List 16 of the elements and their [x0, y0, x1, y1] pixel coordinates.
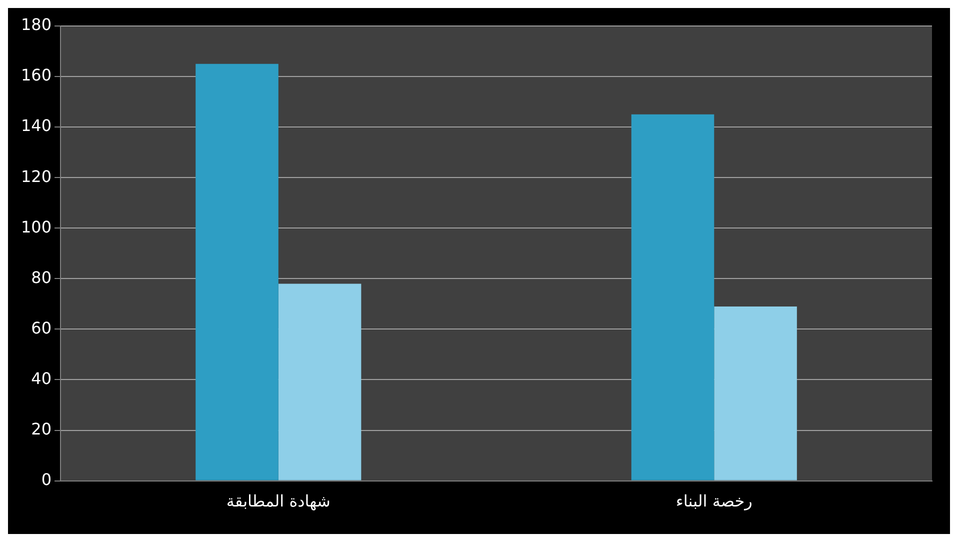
bar — [631, 114, 714, 480]
y-tick-label: 80 — [31, 268, 52, 287]
y-tick-label: 140 — [20, 116, 52, 136]
x-tick-label: شهادة المطابقة — [226, 492, 330, 511]
y-tick-label: 0 — [41, 470, 52, 489]
x-tick-label: رخصة البناء — [676, 492, 752, 511]
bar — [196, 64, 278, 480]
y-tick-label: 120 — [20, 166, 52, 186]
bar — [714, 306, 797, 480]
y-tick-label: 180 — [20, 15, 52, 34]
y-tick-label: 20 — [31, 419, 52, 438]
bar — [278, 284, 362, 480]
y-tick-label: 160 — [20, 66, 52, 85]
y-tick-label: 40 — [31, 368, 52, 388]
y-tick-label: 100 — [20, 217, 52, 236]
y-tick-label: 60 — [31, 318, 52, 338]
